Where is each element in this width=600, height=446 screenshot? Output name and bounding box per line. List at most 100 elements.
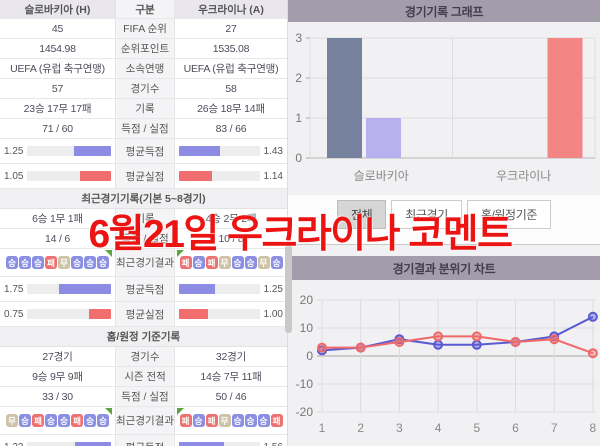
result-badge: 승 [6,256,18,269]
line-point [549,334,560,345]
stat-value-away: 32경기 [215,351,247,363]
line-point [433,339,444,350]
home-team-name: 슬로바키아 (H) [24,3,91,16]
stat-value-home: 23승 17무 17패 [23,103,92,115]
line-point [394,337,405,347]
stat-bar-away: 1.56 [175,435,287,446]
stat-bar-away: 1.43 [175,139,287,163]
table-scrollbar-thumb[interactable] [285,245,292,333]
result-badge: 승 [19,414,31,427]
stat-value-home: 33 / 30 [42,390,73,403]
line-chart-title: 경기결과 분위기 차트 [288,256,600,280]
stat-label: 평균득점 [115,139,175,163]
result-badge: 승 [84,414,96,427]
stat-bar-home: 1.22 [0,435,115,446]
stat-bar-fill [179,146,221,156]
bar-ytick-label: 3 [295,31,302,45]
stat-bar-fill [179,284,215,294]
result-badge: 승 [244,256,257,269]
result-badge: 패 [32,414,44,427]
result-badge: 승 [257,414,270,427]
stat-value-home: 45 [51,22,64,35]
stat-row: 71 / 60 득점 / 실점 83 / 66 [0,119,287,139]
away-team-name: 우크라이나 (A) [198,3,264,16]
line-point [510,337,521,347]
stat-bar-track [27,442,111,446]
stat-bar-track [179,171,260,181]
stat-bar-track [179,442,260,446]
line-ytick-label: 0 [306,349,313,363]
section-title: 홈/원정 기준기록 [0,327,287,347]
stat-value: 1.75 [4,283,24,295]
stat-row: 6승 1무 1패 기록 4승 2무 2패 [0,209,287,229]
stat-bar-fill [179,442,224,446]
line-xtick-label: 7 [551,421,558,435]
stat-bar-fill [73,146,111,156]
result-badge: 패 [270,414,283,427]
line-point [317,342,327,353]
column-divider-label: 구분 [115,0,175,18]
result-badge: 승 [45,414,57,427]
stat-label: 평균실점 [115,302,175,326]
bar-ytick-label: 0 [295,151,302,165]
result-badge: 승 [192,256,205,269]
stat-label: 최근경기결과 [115,249,175,276]
filter-button-item[interactable]: 최근경기 [391,200,462,229]
stat-value-away: 1535.08 [212,42,250,55]
line-point [471,331,482,342]
result-badge: 패 [45,256,57,269]
stat-label: 시즌 전적 [115,367,175,386]
line-chart: 20 10 0 -10 -20 1 2 3 4 5 6 7 8 [296,293,598,435]
line-xtick-label: 3 [396,421,403,435]
recent-marker-icon [176,250,184,257]
stat-bar-home: 0.75 [0,302,115,326]
line-xtick-label: 5 [473,421,480,435]
result-badge: 승 [32,256,44,269]
stat-row: 33 / 30 득점 / 실점 50 / 46 [0,387,287,407]
stat-value: 1.14 [263,170,283,182]
stat-label: FIFA 순위 [115,19,175,38]
stat-bar-fill [179,171,212,181]
stat-bar-track [27,284,111,294]
stat-label: 최근경기결과 [115,407,175,434]
recent-marker-icon [105,250,112,257]
stat-row: 9승 9무 9패 시즌 전적 14승 7무 11패 [0,367,287,387]
stat-bar-home: 1.25 [0,139,115,163]
result-badge: 무 [218,256,231,269]
stat-value: 1.43 [263,145,283,157]
filter-button-active[interactable]: 전체 [337,200,387,229]
line-chart-section: 경기결과 분위기 차트 20 10 0 -10 -20 1 2 3 4 5 6 7 8 [288,246,600,446]
stat-bar-away: 1.00 [175,302,287,326]
stat-label: 득점 / 실점 [115,387,175,406]
stat-value-away: UEFA (유럽 축구연맹) [183,63,279,75]
stat-bar-fill [74,442,111,446]
result-badge: 무 [58,256,70,269]
stat-row: 57 경기수 58 [0,79,287,99]
stat-value-away: 26승 18무 14패 [197,103,265,115]
stat-value: 1.00 [263,308,283,320]
stat-value-home: 27경기 [42,351,73,363]
line-xtick-label: 2 [357,421,364,435]
line-point [587,348,598,359]
stat-label: 평균득점 [115,277,175,301]
line-ytick-label: -20 [296,405,314,419]
stat-row: 1454.98 순위포인트 1535.08 [0,39,287,59]
stat-value: 1.56 [264,442,283,446]
line-xtick-label: 1 [319,421,326,435]
stat-bar-track [179,146,260,156]
stat-value-home: UEFA (유럽 축구연맹) [10,63,105,75]
filter-button-item[interactable]: 홈/원정기준 [466,200,551,229]
result-badge: 승 [84,256,96,269]
recent-marker-icon [176,408,184,415]
filter-buttons: 전체 최근경기 홈/원정기준 [288,195,600,245]
bar-category-label: 우크라이나 [496,169,551,183]
line-xtick-label: 6 [512,421,519,435]
stat-label: 순위포인트 [115,39,175,58]
stat-value: 1.22 [4,442,23,446]
